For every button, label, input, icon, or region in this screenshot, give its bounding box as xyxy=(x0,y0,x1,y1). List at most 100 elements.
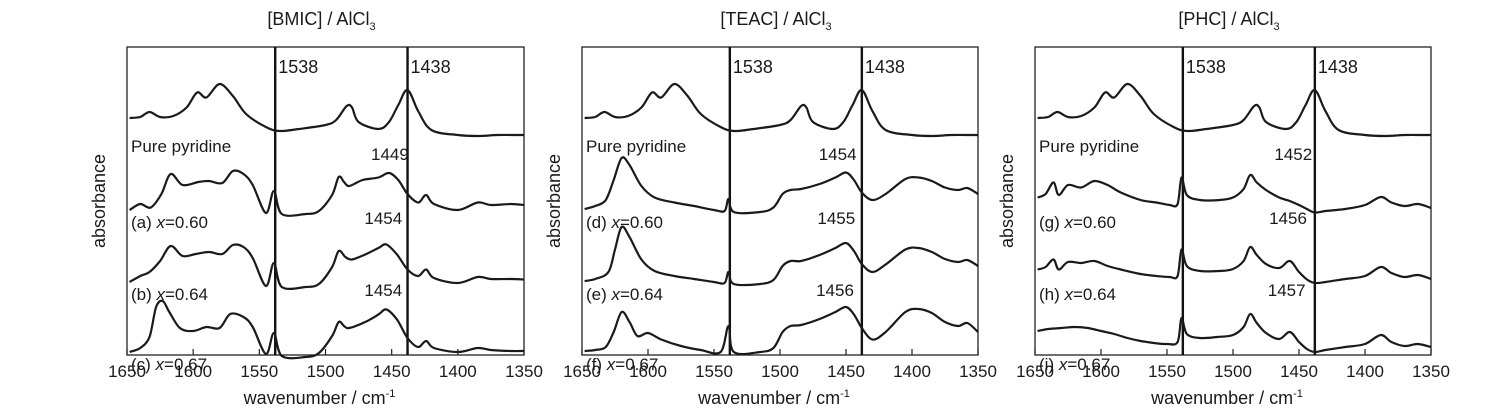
series-label-variable: x xyxy=(1058,355,1068,374)
series-trace xyxy=(584,156,979,215)
peak-label: 1454 xyxy=(819,145,857,164)
series-label: Pure pyridine xyxy=(586,137,686,156)
series-label-value: =0.67 xyxy=(615,355,658,374)
series-label: (b) x=0.64 xyxy=(131,285,208,304)
series-label: Pure pyridine xyxy=(1039,137,1139,156)
chart-title-subscript: 3 xyxy=(1273,21,1279,33)
y-axis-label: absorbance xyxy=(89,154,109,248)
series-trace xyxy=(129,243,525,290)
x-axis-label: wavenumber / cm-1 xyxy=(697,388,850,408)
series-trace xyxy=(1037,173,1432,214)
series-trace xyxy=(1037,245,1432,285)
series-label-value: =0.64 xyxy=(165,285,208,304)
series-label-prefix: (g) xyxy=(1039,213,1065,232)
reference-line-label: 1538 xyxy=(1186,57,1226,77)
series-label-prefix: (a) xyxy=(131,213,157,232)
peak-label: 1454 xyxy=(364,209,402,228)
x-tick-label: 1500 xyxy=(1214,362,1252,381)
y-axis-label: absorbance xyxy=(544,154,564,248)
x-tick-label: 1600 xyxy=(174,362,212,381)
reference-line-label: 1438 xyxy=(411,57,451,77)
x-tick-label: 1500 xyxy=(761,362,799,381)
x-tick-label: 1350 xyxy=(959,362,997,381)
series-label-value: =0.60 xyxy=(1073,213,1116,232)
series-label-variable: x xyxy=(1064,285,1074,304)
series-label: (c) x=0.67 xyxy=(131,355,207,374)
series-label: (d) x=0.60 xyxy=(586,213,663,232)
x-tick-label: 1650 xyxy=(108,362,146,381)
series-label: (f) x=0.67 xyxy=(586,355,658,374)
x-tick-label: 1450 xyxy=(827,362,865,381)
x-tick-label: 1350 xyxy=(1412,362,1450,381)
series-label-value: =0.60 xyxy=(620,213,663,232)
chart-panel-3: [PHC] / AlCl3 absorbance 1650 1600 1550 1500 1… xyxy=(997,9,1450,408)
peak-label: 1454 xyxy=(364,281,402,300)
x-tick-label: 1400 xyxy=(893,362,931,381)
series-label-value: =0.67 xyxy=(164,355,207,374)
peak-label: 1455 xyxy=(817,209,855,228)
series-label-variable: x xyxy=(606,355,616,374)
peak-label: 1456 xyxy=(816,281,854,300)
series-trace xyxy=(584,82,978,138)
peak-label: 1456 xyxy=(1269,209,1307,228)
x-tick-label: 1600 xyxy=(629,362,667,381)
reference-line-label: 1538 xyxy=(278,57,318,77)
series-label-prefix: (c) xyxy=(131,355,156,374)
series-trace xyxy=(1037,82,1431,138)
series-label: (a) x=0.60 xyxy=(131,213,208,232)
series-label-variable: x xyxy=(156,213,166,232)
y-axis-label: absorbance xyxy=(997,154,1017,248)
series-label-prefix: (e) xyxy=(586,285,612,304)
x-tick-label: 1500 xyxy=(307,362,345,381)
series-trace xyxy=(584,225,979,287)
series-trace xyxy=(584,305,979,356)
series-label: Pure pyridine xyxy=(131,137,231,156)
series-label-value: =0.64 xyxy=(1073,285,1116,304)
chart-title: [BMIC] / AlCl3 xyxy=(267,9,375,33)
series-label-prefix: (d) xyxy=(586,213,612,232)
series-label-value: =0.60 xyxy=(165,213,208,232)
series-trace xyxy=(1037,312,1432,354)
series-label-prefix: (h) xyxy=(1039,285,1065,304)
series-label-variable: x xyxy=(156,285,166,304)
x-tick-label: 1400 xyxy=(1346,362,1384,381)
reference-line-label: 1538 xyxy=(733,57,773,77)
x-tick-label: 1650 xyxy=(563,362,601,381)
chart-title: [PHC] / AlCl3 xyxy=(1178,9,1279,33)
chart-title: [TEAC] / AlCl3 xyxy=(720,9,831,33)
x-tick-label: 1550 xyxy=(1148,362,1186,381)
series-label-value: =0.67 xyxy=(1067,355,1110,374)
x-tick-label: 1450 xyxy=(1280,362,1318,381)
peak-label: 1457 xyxy=(1268,281,1306,300)
series-trace xyxy=(129,82,524,138)
chart-panel-1: [BMIC] / AlCl3 absorbance 1650 1600 1550 1500… xyxy=(89,9,543,408)
series-trace xyxy=(129,169,525,217)
series-label-variable: x xyxy=(611,285,621,304)
x-tick-label: 1400 xyxy=(439,362,477,381)
x-tick-label: 1550 xyxy=(695,362,733,381)
series-label: (i) x=0.67 xyxy=(1039,355,1110,374)
chart-title-subscript: 3 xyxy=(825,21,831,33)
x-axis-label: wavenumber / cm-1 xyxy=(1150,388,1303,408)
peak-label: 1452 xyxy=(1274,145,1312,164)
series-label-variable: x xyxy=(611,213,621,232)
peak-label: 1449 xyxy=(371,145,409,164)
series-label: (h) x=0.64 xyxy=(1039,285,1116,304)
reference-line-label: 1438 xyxy=(1318,57,1358,77)
x-axis-label: wavenumber / cm-1 xyxy=(243,388,396,408)
x-tick-label: 1450 xyxy=(373,362,411,381)
series-trace xyxy=(129,299,525,360)
x-tick-label: 1650 xyxy=(1016,362,1054,381)
x-tick-label: 1550 xyxy=(240,362,278,381)
chart-panel-2: [TEAC] / AlCl3 absorbance 1650 1600 1550 1500… xyxy=(544,9,997,408)
chart-title-subscript: 3 xyxy=(369,21,375,33)
x-tick-label: 1350 xyxy=(505,362,543,381)
series-label-variable: x xyxy=(1064,213,1074,232)
series-label-prefix: (b) xyxy=(131,285,157,304)
series-label-variable: x xyxy=(155,355,165,374)
series-label-value: =0.64 xyxy=(620,285,663,304)
series-label-prefix: (f) xyxy=(586,355,607,374)
x-axis-label-superscript: -1 xyxy=(840,388,850,400)
